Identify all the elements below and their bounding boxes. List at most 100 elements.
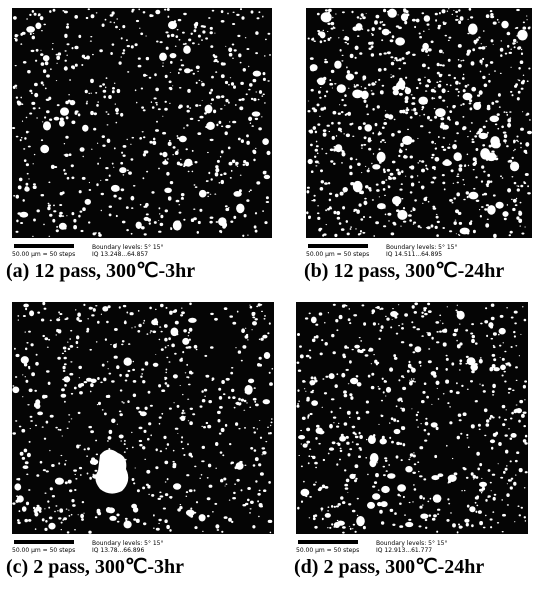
- grain: [431, 181, 435, 183]
- grain: [38, 15, 39, 16]
- scale-label: 50.00 µm = 50 steps: [306, 251, 369, 258]
- grain: [91, 314, 94, 316]
- grain: [412, 208, 415, 211]
- grain: [210, 31, 213, 34]
- grain: [386, 387, 391, 393]
- grain: [90, 36, 92, 37]
- grain: [247, 339, 248, 340]
- grain: [40, 461, 43, 464]
- grain: [188, 335, 189, 336]
- grain: [216, 96, 221, 99]
- grain: [28, 146, 31, 148]
- grain: [455, 88, 458, 90]
- grain: [516, 9, 520, 11]
- grain: [121, 152, 123, 154]
- grain: [442, 227, 445, 229]
- grain: [210, 139, 214, 141]
- grain: [113, 195, 116, 198]
- grain: [524, 319, 527, 322]
- grain: [178, 72, 180, 74]
- grain: [340, 496, 343, 500]
- grain: [397, 494, 400, 497]
- grain: [243, 68, 246, 72]
- grain: [120, 440, 122, 441]
- grain: [524, 487, 526, 488]
- grain: [106, 310, 107, 311]
- grain: [455, 81, 459, 85]
- grain: [24, 449, 26, 451]
- grain: [507, 483, 508, 484]
- grain: [361, 86, 362, 87]
- grain: [28, 331, 31, 333]
- grain: [433, 514, 437, 517]
- grain: [297, 507, 299, 510]
- grain: [343, 38, 345, 40]
- grain: [222, 63, 225, 66]
- grain: [168, 142, 172, 146]
- grain: [189, 489, 193, 492]
- grain: [43, 24, 46, 26]
- grain: [388, 9, 397, 18]
- grain: [493, 497, 496, 501]
- grain: [16, 220, 18, 223]
- grain: [82, 207, 86, 211]
- grain: [230, 77, 231, 78]
- grain: [523, 385, 526, 389]
- grain: [247, 499, 250, 502]
- grain: [492, 384, 496, 388]
- grain: [12, 127, 15, 129]
- grain: [398, 304, 399, 305]
- grain: [504, 218, 507, 220]
- boundary-label: Boundary levels: 5° 15°: [92, 540, 163, 547]
- grain: [439, 315, 441, 317]
- grain: [334, 83, 336, 84]
- grain: [228, 84, 230, 85]
- grain: [424, 429, 427, 431]
- grain: [164, 378, 166, 380]
- grain: [78, 366, 82, 369]
- grain: [173, 450, 175, 452]
- grain: [463, 199, 466, 201]
- grain: [355, 436, 359, 438]
- grain: [364, 100, 367, 103]
- grain: [159, 423, 161, 425]
- grain: [510, 67, 511, 68]
- grain: [467, 389, 469, 390]
- grain: [421, 315, 424, 317]
- grain: [199, 116, 203, 119]
- grain: [84, 381, 88, 383]
- grain: [412, 501, 413, 502]
- grain: [70, 100, 76, 105]
- grain: [167, 8, 170, 11]
- grain: [362, 16, 366, 19]
- grain: [509, 111, 511, 113]
- grain: [517, 188, 520, 191]
- grain: [204, 389, 207, 392]
- grain: [522, 111, 523, 112]
- grain: [445, 380, 449, 384]
- grain: [253, 427, 255, 429]
- grain: [355, 46, 359, 50]
- grain: [156, 448, 158, 451]
- grain: [399, 525, 403, 528]
- grain: [132, 447, 134, 449]
- grain: [111, 419, 115, 424]
- grain: [348, 78, 352, 80]
- grain: [522, 306, 523, 307]
- grain: [59, 212, 63, 215]
- grain: [372, 164, 380, 169]
- grain: [140, 33, 143, 36]
- grain: [158, 220, 159, 221]
- grain: [345, 487, 349, 489]
- grain: [464, 165, 466, 167]
- grain: [427, 501, 429, 503]
- grain: [399, 150, 403, 154]
- grain: [435, 321, 439, 324]
- grain: [405, 77, 407, 79]
- grain: [442, 174, 445, 176]
- grain: [439, 331, 442, 333]
- grain: [269, 322, 271, 324]
- grain: [336, 329, 338, 331]
- grain: [167, 34, 170, 37]
- grain: [194, 466, 196, 468]
